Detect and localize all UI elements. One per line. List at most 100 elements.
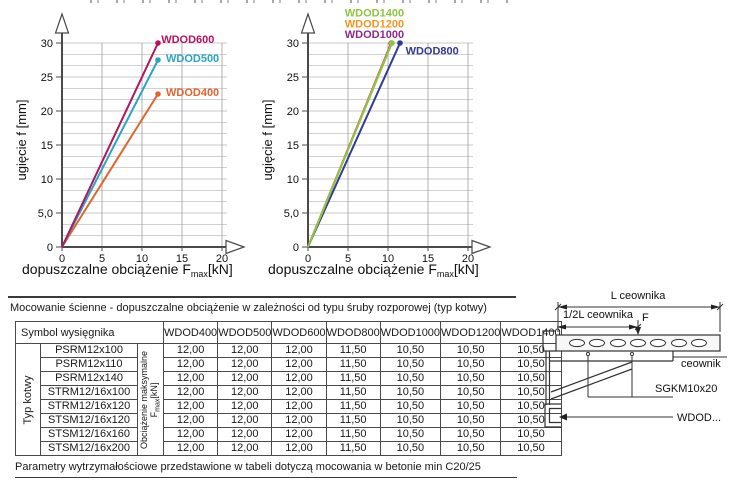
- y-axis-title: ugięcie f [mm]: [260, 100, 275, 181]
- anchor-type-cell: STSM12/16x160: [40, 427, 138, 442]
- x-tick-label: 0: [305, 253, 311, 265]
- x-tick-label: 5: [345, 253, 351, 265]
- table-row: STRM12/16x120 12,00 12,00 12,00 11,50 10,50 10…: [16, 399, 562, 414]
- table-row: STSM12/16x160 12,00 12,00 12,00 11,50 10,50 10…: [16, 427, 562, 442]
- channel-slots: [569, 338, 707, 348]
- wdod-bracket: [542, 330, 674, 428]
- table-row: PSRM12x140 12,00 12,00 12,00 11,50 10,50 10,50…: [16, 371, 562, 386]
- load-value-cell: 10,50: [500, 441, 562, 456]
- series-endpoint-WDOD1400: [389, 40, 395, 46]
- anchor-type-cell: STRM12/16x100: [40, 385, 138, 400]
- load-value-cell: 12,00: [162, 399, 219, 414]
- footer-note: Parametry wytrzymałościowe przedstawione…: [15, 461, 481, 473]
- load-value-cell: 11,50: [325, 357, 381, 372]
- load-value-cell: 10,50: [440, 371, 502, 386]
- load-value-cell: 10,50: [440, 399, 502, 414]
- label-half-l-ceownika: 1/2L ceownika: [563, 309, 634, 321]
- y-tick-label: 30: [287, 38, 299, 50]
- x-tick-label: 20: [462, 253, 474, 265]
- series-label-WDOD600: WDOD600: [161, 34, 214, 46]
- load-value-cell: 12,00: [162, 385, 219, 400]
- load-value-cell: 10,50: [440, 413, 502, 428]
- anchor-type-cell: STSM12/16x120: [40, 413, 138, 428]
- label-l-ceownika: L ceownika: [611, 290, 667, 302]
- load-value-cell: 12,00: [271, 357, 327, 372]
- series-line-WDOD600: [61, 42, 159, 248]
- screw-leaders: [563, 351, 727, 418]
- footer-divider: [15, 477, 517, 478]
- y-axis-arrow: [54, 12, 70, 34]
- series-line-WDOD1400: [307, 42, 393, 248]
- load-value-cell: 12,00: [217, 441, 273, 456]
- x-tick-label: 5: [99, 253, 105, 265]
- y-tick-label: 15: [287, 140, 299, 152]
- column-header-wdod600: WDOD600: [271, 321, 327, 344]
- series-endpoint-WDOD400: [155, 91, 161, 97]
- y-tick-label: 0: [293, 242, 299, 254]
- load-value-cell: 12,00: [217, 399, 273, 414]
- column-header-wdod1400: WDOD1400: [500, 321, 562, 344]
- load-value-cell: 12,00: [162, 343, 219, 358]
- bracket-pointer-arrowhead: [559, 413, 567, 421]
- series-line-WDOD500: [61, 59, 159, 248]
- y-tick-label: 10: [287, 174, 299, 186]
- chart-deflection-wdod-400-600: 0 5 10 15 20 0 5,0 10 15 20 25 30 WDOD400 WDOD500 WDOD…: [14, 12, 246, 279]
- anchor-type-cell: PSRM12x140: [40, 371, 138, 386]
- column-header-wdod1000: WDOD1000: [379, 321, 442, 344]
- load-value-cell: 10,50: [379, 427, 442, 442]
- x-axis-arrow: [471, 239, 492, 255]
- table-row: STSM12/16x120 12,00 12,00 12,00 11,50 10,50 10…: [16, 413, 562, 428]
- label-wdod-bracket: WDOD...: [677, 412, 721, 424]
- load-group-label-cell: Obciążenie maksymalne Fmax[kN]: [137, 343, 164, 456]
- load-value-cell: 11,50: [325, 343, 381, 358]
- load-value-cell: 10,50: [379, 385, 442, 400]
- anchor-type-cell: PSRM12x110: [40, 357, 138, 372]
- anchor-type-cell: STRM12/16x120: [40, 399, 138, 414]
- x-axis-arrow: [225, 239, 246, 255]
- load-value-cell: 11,50: [325, 413, 381, 428]
- series-endpoint-WDOD600: [155, 40, 161, 46]
- anchor-type-cell: STSM12/16x200: [40, 441, 138, 456]
- y-tick-label: 10: [41, 174, 53, 186]
- load-value-cell: 12,00: [217, 385, 273, 400]
- section-divider: [8, 296, 516, 298]
- wall-mounting-diagram: L ceownika 1/2L ceownika F ceownik SGKM1…: [542, 290, 727, 428]
- table-header-row: Symbol wysięgnika WDOD400 WDOD500 WDOD600 W…: [15, 321, 562, 344]
- column-header-wdod500: WDOD500: [217, 321, 273, 344]
- load-value-cell: 10,50: [379, 371, 442, 386]
- load-value-cell: 12,00: [217, 427, 273, 442]
- load-value-cell: 12,00: [271, 399, 327, 414]
- load-value-cell: 12,00: [271, 427, 327, 442]
- y-tick-label: 20: [287, 106, 299, 118]
- cropped-text-remnant: [90, 0, 510, 3]
- load-value-cell: 11,50: [325, 399, 381, 414]
- load-value-cell: 10,50: [379, 399, 442, 414]
- load-capacity-table: Symbol wysięgnika WDOD400 WDOD500 WDOD600 W…: [15, 321, 562, 456]
- load-value-cell: 10,50: [500, 427, 562, 442]
- load-value-cell: 12,00: [271, 441, 327, 456]
- load-value-cell: 12,00: [217, 371, 273, 386]
- load-value-cell: 12,00: [271, 413, 327, 428]
- load-value-cell: 12,00: [162, 413, 219, 428]
- anchor-type-cell: PSRM12x100: [40, 343, 138, 358]
- load-value-cell: 12,00: [162, 427, 219, 442]
- load-value-cell: 12,00: [217, 343, 273, 358]
- x-tick-label: 20: [216, 253, 228, 265]
- load-value-cell: 12,00: [271, 385, 327, 400]
- load-value-cell: 12,00: [162, 357, 219, 372]
- label-force-f: F: [642, 312, 649, 324]
- load-value-cell: 12,00: [217, 357, 273, 372]
- load-value-cell: 10,50: [440, 427, 502, 442]
- series-line-WDOD400: [61, 93, 159, 248]
- table-row: Typ kotwy PSRM12x100 Obciążenie maksymalne…: [15, 343, 562, 456]
- load-value-cell: 10,50: [379, 441, 442, 456]
- series-endpoint-WDOD800: [397, 40, 403, 46]
- x-tick-label: 15: [422, 253, 434, 265]
- series-label-WDOD400: WDOD400: [166, 87, 219, 99]
- column-header-wdod400: WDOD400: [162, 321, 219, 344]
- load-value-cell: 10,50: [379, 413, 442, 428]
- load-value-cell: 10,50: [379, 357, 442, 372]
- load-value-cell: 10,50: [440, 385, 502, 400]
- series-label-WDOD500: WDOD500: [166, 53, 219, 65]
- channel-profile: [555, 334, 721, 352]
